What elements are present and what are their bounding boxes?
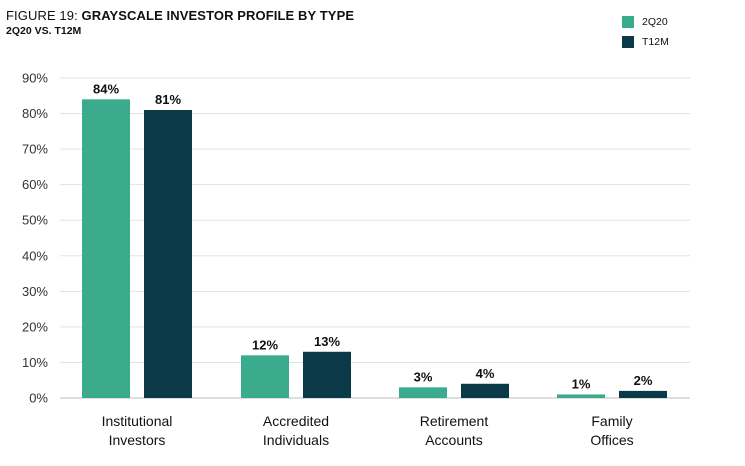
y-tick-label: 70% (22, 142, 48, 157)
legend-item-t12m: T12M (622, 32, 669, 52)
bar-t12m-1 (303, 351, 351, 398)
bar-t12m-0 (144, 110, 192, 398)
y-tick-label: 10% (22, 355, 48, 370)
chart-subtitle: 2Q20 VS. T12M (6, 25, 82, 37)
bar-t12m-2 (461, 383, 509, 398)
x-category-label: Individuals (263, 432, 329, 448)
x-category-label: Institutional (102, 413, 173, 429)
y-tick-label: 30% (22, 284, 48, 299)
legend-swatch-2q20 (622, 16, 634, 28)
data-label: 84% (93, 81, 119, 96)
bar-2q20-2 (399, 387, 447, 398)
bar-2q20-1 (241, 355, 289, 398)
chart-header: FIGURE 19: GRAYSCALE INVESTOR PROFILE BY… (6, 8, 354, 37)
legend-label-2q20: 2Q20 (642, 16, 668, 28)
data-label: 1% (572, 376, 591, 391)
y-tick-label: 50% (22, 213, 48, 228)
x-category-label: Retirement (420, 413, 489, 429)
y-tick-label: 20% (22, 319, 48, 334)
data-label: 3% (414, 369, 433, 384)
legend-item-2q20: 2Q20 (622, 12, 669, 32)
data-label: 81% (155, 92, 181, 107)
title-main: GRAYSCALE INVESTOR PROFILE BY TYPE (81, 8, 355, 23)
data-label: 12% (252, 337, 278, 352)
legend: 2Q20 T12M (622, 12, 669, 52)
y-tick-label: 90% (22, 71, 48, 86)
bar-2q20-0 (82, 99, 130, 398)
x-category-label: Accounts (425, 432, 483, 448)
data-label: 2% (634, 373, 653, 388)
data-label: 13% (314, 334, 340, 349)
title-prefix: FIGURE 19: (6, 8, 82, 23)
y-tick-label: 80% (22, 106, 48, 121)
x-category-label: Investors (109, 432, 166, 448)
y-tick-label: 40% (22, 248, 48, 263)
bar-t12m-3 (619, 390, 667, 398)
bar-2q20-3 (557, 394, 605, 398)
y-tick-label: 0% (29, 391, 48, 406)
y-tick-label: 60% (22, 177, 48, 192)
legend-swatch-t12m (622, 36, 634, 48)
x-category-label: Offices (590, 432, 633, 448)
data-label: 4% (476, 366, 495, 381)
legend-label-t12m: T12M (642, 36, 669, 48)
x-category-label: Accredited (263, 413, 329, 429)
chart-title: FIGURE 19: GRAYSCALE INVESTOR PROFILE BY… (6, 8, 354, 23)
x-category-label: Family (591, 413, 632, 429)
